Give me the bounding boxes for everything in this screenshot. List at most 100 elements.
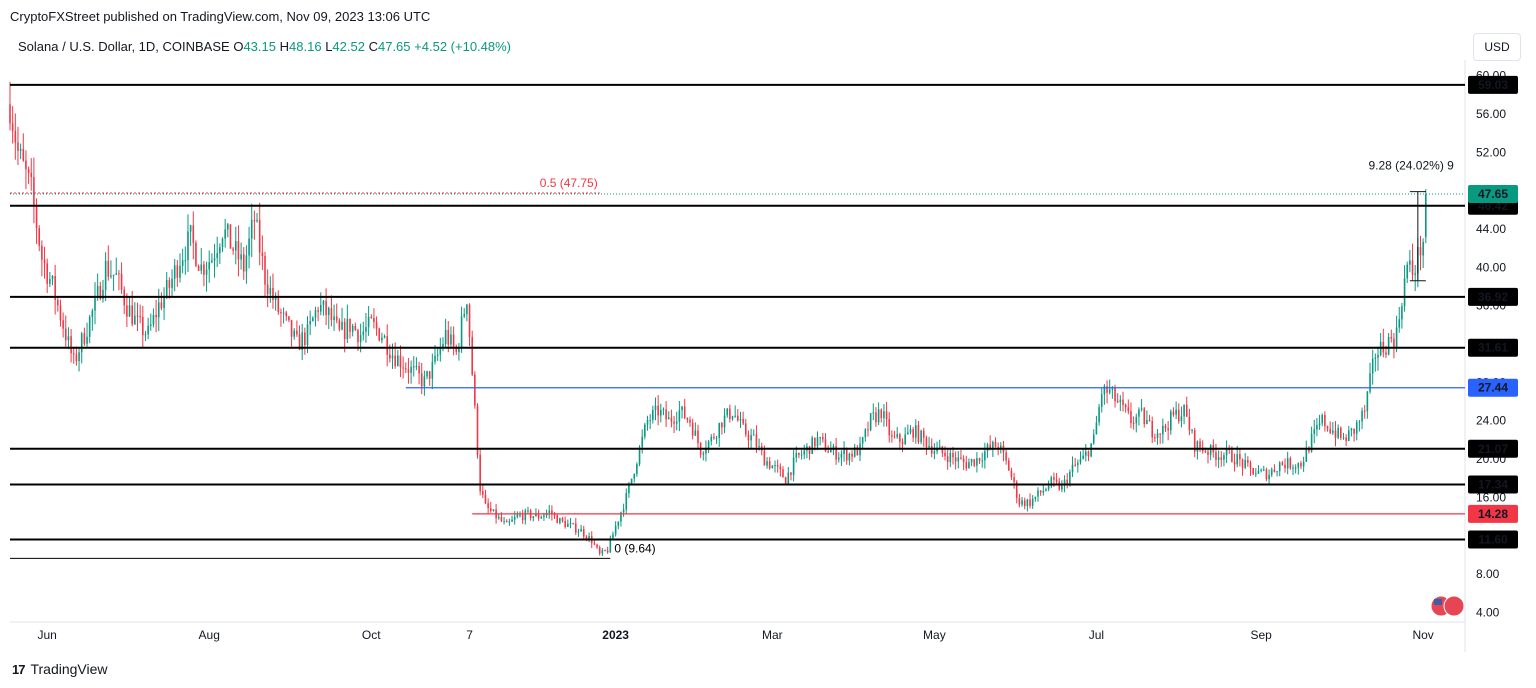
candle-body bbox=[957, 457, 960, 462]
open-value: 43.15 bbox=[243, 39, 276, 54]
candle-body bbox=[628, 483, 630, 494]
candle-body bbox=[1079, 458, 1082, 463]
candle-body bbox=[450, 334, 452, 345]
candle-body bbox=[1018, 497, 1021, 505]
flag-canton bbox=[1434, 599, 1442, 605]
candle-body bbox=[1164, 425, 1167, 429]
candle-body bbox=[428, 371, 431, 379]
candle-body bbox=[115, 273, 118, 275]
open-label: O bbox=[233, 39, 244, 54]
candle-body bbox=[1395, 327, 1398, 347]
candle-body bbox=[992, 441, 994, 449]
candle-body bbox=[1334, 430, 1337, 438]
candle-body bbox=[808, 446, 811, 454]
candle-body bbox=[925, 437, 928, 448]
currency-button[interactable]: USD bbox=[1473, 33, 1521, 61]
candle-body bbox=[1167, 428, 1169, 431]
candle-body bbox=[1358, 421, 1361, 423]
candle-body bbox=[147, 325, 149, 335]
x-tick-label: Jun bbox=[38, 628, 57, 642]
candle-body bbox=[1116, 401, 1119, 403]
candle-body bbox=[946, 456, 949, 463]
candle-body bbox=[1377, 355, 1379, 358]
candle-body bbox=[710, 436, 713, 442]
candle-body bbox=[837, 457, 840, 460]
candle-body bbox=[349, 318, 351, 332]
candle-body bbox=[1231, 450, 1233, 462]
candle-body bbox=[787, 472, 790, 484]
candle-body bbox=[1146, 420, 1148, 425]
candle-body bbox=[232, 248, 234, 251]
candle-body bbox=[30, 172, 33, 177]
candle-body bbox=[973, 459, 976, 466]
candle-body bbox=[856, 447, 859, 456]
candle-body bbox=[907, 432, 909, 435]
candle-body bbox=[1257, 470, 1260, 474]
candle-body bbox=[920, 430, 922, 443]
candle-body bbox=[1215, 452, 1217, 460]
candle-body bbox=[1369, 373, 1371, 392]
candle-body bbox=[253, 220, 256, 222]
candle-body bbox=[152, 314, 155, 325]
candle-body bbox=[1050, 477, 1053, 487]
candle-body bbox=[649, 419, 651, 421]
y-tick-label: 52.00 bbox=[1476, 145, 1506, 159]
candle-body bbox=[102, 289, 104, 299]
candle-body bbox=[1077, 462, 1079, 466]
candle-body bbox=[665, 409, 667, 420]
candle-body bbox=[864, 429, 867, 438]
candle-body bbox=[830, 449, 832, 453]
y-tick-label: 56.00 bbox=[1476, 107, 1506, 121]
candle-body bbox=[848, 453, 851, 461]
candle-body bbox=[593, 543, 596, 545]
y-tick-label: 40.00 bbox=[1476, 260, 1506, 274]
candle-body bbox=[1103, 386, 1106, 395]
candle-body bbox=[1188, 416, 1191, 431]
candle-body bbox=[652, 410, 654, 420]
candle-body bbox=[410, 366, 412, 373]
candle-body bbox=[564, 521, 566, 527]
candle-body bbox=[1191, 430, 1193, 432]
candle-body bbox=[795, 453, 798, 458]
candle-body bbox=[94, 296, 96, 311]
candle-body bbox=[1255, 473, 1257, 475]
candle-body bbox=[776, 465, 779, 467]
symbol-legend: Solana / U.S. Dollar, 1D, COINBASE O43.1… bbox=[18, 39, 511, 54]
footer-brand[interactable]: 17 TradingView bbox=[12, 661, 108, 677]
candle-body bbox=[1034, 496, 1037, 499]
candle-body bbox=[1342, 437, 1345, 439]
candle-body bbox=[35, 204, 38, 228]
candle-body bbox=[1347, 430, 1350, 441]
candle-body bbox=[1385, 352, 1387, 355]
candle-body bbox=[1223, 455, 1225, 460]
candle-body bbox=[136, 315, 139, 317]
candle-body bbox=[1207, 451, 1209, 455]
candle-body bbox=[474, 374, 476, 406]
candle-body bbox=[683, 406, 686, 419]
candle-body bbox=[242, 254, 245, 272]
candle-body bbox=[949, 452, 952, 463]
high-label: H bbox=[279, 39, 290, 54]
candle-body bbox=[877, 409, 880, 423]
candle-body bbox=[1278, 462, 1281, 472]
candle-body bbox=[601, 549, 604, 554]
candle-body bbox=[606, 550, 609, 553]
candle-body bbox=[211, 260, 213, 263]
candle-body bbox=[1374, 357, 1377, 359]
candle-body bbox=[989, 444, 991, 449]
x-tick-label: Nov bbox=[1412, 628, 1433, 642]
candle-body bbox=[622, 509, 625, 513]
candle-body bbox=[537, 513, 540, 519]
candle-body bbox=[367, 316, 370, 328]
candle-body bbox=[1260, 469, 1262, 471]
candle-body bbox=[1326, 426, 1329, 429]
candle-body bbox=[625, 493, 628, 510]
level-price-label: 31.61 bbox=[1478, 341, 1508, 355]
candle-body bbox=[142, 316, 144, 336]
candle-body bbox=[737, 415, 739, 421]
candle-body bbox=[734, 415, 736, 417]
candle-body bbox=[1355, 422, 1358, 434]
candle-body bbox=[1000, 445, 1002, 449]
candle-body bbox=[917, 425, 920, 443]
